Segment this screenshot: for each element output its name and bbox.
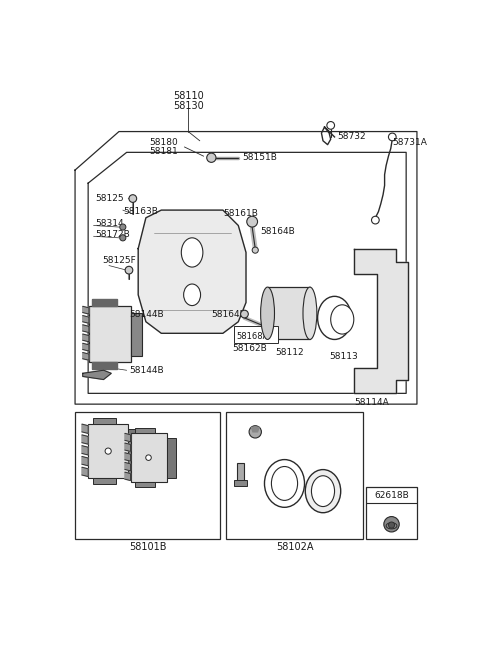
Text: 58151B: 58151B [242,153,277,162]
Circle shape [384,517,399,532]
Text: 58164B: 58164B [211,310,246,319]
Polygon shape [88,152,406,393]
Polygon shape [75,131,417,404]
Polygon shape [125,472,131,480]
Circle shape [388,133,396,141]
Polygon shape [82,446,88,455]
Polygon shape [125,443,131,451]
Ellipse shape [331,305,354,334]
Circle shape [129,195,137,203]
Ellipse shape [181,238,203,267]
Circle shape [125,266,133,274]
Polygon shape [354,249,408,393]
Bar [88,424,128,478]
Polygon shape [92,298,117,306]
Text: 58125F: 58125F [103,255,136,265]
Polygon shape [82,424,88,434]
Polygon shape [82,435,88,444]
Polygon shape [83,325,89,333]
Bar [167,438,176,478]
Polygon shape [83,334,89,342]
Ellipse shape [386,523,397,529]
Ellipse shape [303,287,317,339]
Text: 58162B: 58162B [232,345,267,353]
Bar [89,306,131,362]
Text: 58125: 58125 [95,194,124,203]
Text: 58163B: 58163B [123,207,157,216]
Text: 58164B: 58164B [260,227,295,236]
Polygon shape [83,315,89,323]
Bar [234,325,278,343]
Bar [128,429,138,473]
Polygon shape [83,343,89,351]
Polygon shape [252,427,259,432]
Polygon shape [92,362,117,370]
Text: 58130: 58130 [173,101,204,111]
Bar [131,434,167,482]
Text: 58181: 58181 [150,147,179,156]
Ellipse shape [305,470,341,513]
Text: 58314: 58314 [95,220,124,228]
Ellipse shape [318,296,351,339]
Text: 58180: 58180 [150,138,179,147]
Ellipse shape [312,476,335,507]
Text: 62618B: 62618B [374,491,409,500]
Circle shape [247,216,258,227]
Circle shape [120,224,126,230]
Text: 58732: 58732 [337,133,365,141]
Circle shape [327,121,335,129]
Bar [131,313,142,356]
Text: 58172B: 58172B [95,230,130,239]
Text: 58114A: 58114A [354,398,388,407]
Ellipse shape [271,467,298,500]
Text: 58112: 58112 [275,348,304,357]
Text: 58101B: 58101B [129,543,166,552]
Text: 58113: 58113 [329,352,358,361]
Circle shape [388,522,395,528]
Text: 58161B: 58161B [223,209,258,218]
Bar [234,480,247,486]
Circle shape [240,310,248,318]
Circle shape [120,235,126,241]
Polygon shape [83,370,111,380]
Polygon shape [138,210,246,333]
Circle shape [372,216,379,224]
Circle shape [207,153,216,162]
Ellipse shape [264,459,304,508]
Bar [135,482,156,488]
Circle shape [252,247,258,253]
Circle shape [105,448,111,454]
Bar [75,412,220,539]
Ellipse shape [184,284,201,306]
Text: 58110: 58110 [173,91,204,101]
Polygon shape [125,463,131,471]
Circle shape [249,426,262,438]
Polygon shape [83,306,89,314]
Polygon shape [82,457,88,466]
Bar [93,478,116,484]
Bar [267,287,310,339]
Text: 58731A: 58731A [392,138,427,147]
Text: 58144B: 58144B [129,310,164,319]
Text: 58168A: 58168A [236,332,268,341]
Bar [366,487,417,539]
Polygon shape [125,453,131,461]
Text: 58102A: 58102A [276,543,313,552]
Circle shape [146,455,151,461]
Ellipse shape [261,287,275,339]
Polygon shape [82,467,88,477]
Bar [237,463,244,482]
Bar [135,428,156,434]
Bar [226,412,363,539]
Polygon shape [125,434,131,442]
Polygon shape [83,352,89,360]
Bar [93,418,116,424]
Text: 58144B: 58144B [129,366,164,375]
